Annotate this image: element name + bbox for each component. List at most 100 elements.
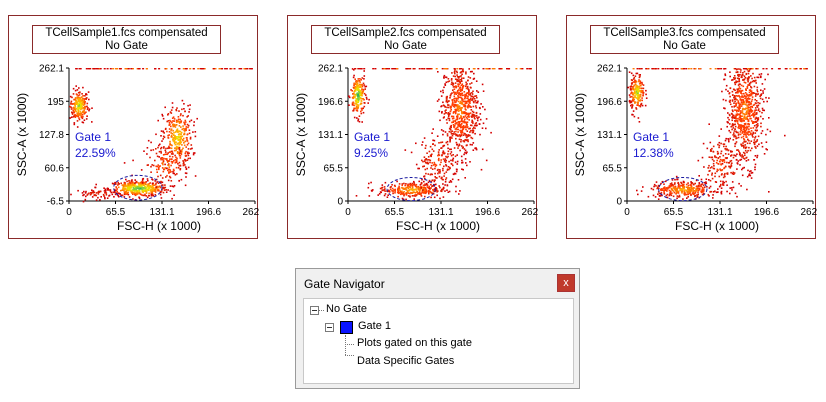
plot-title-line2: No Gate <box>663 40 706 52</box>
event-dot <box>753 80 756 83</box>
event-dot <box>647 68 650 70</box>
event-dot <box>631 88 633 90</box>
event-dot <box>162 138 164 140</box>
event-dot <box>449 136 451 139</box>
x-tick-label: 131.1 <box>707 207 732 218</box>
gate-ellipse[interactable] <box>386 176 436 202</box>
event-dot <box>173 125 176 128</box>
event-dot <box>663 193 666 195</box>
event-dot <box>464 108 467 110</box>
event-dot <box>181 144 183 146</box>
event-dot <box>445 76 448 79</box>
event-dot <box>746 107 748 110</box>
event-dot <box>438 171 440 173</box>
event-dot <box>751 96 754 98</box>
event-dot <box>422 165 424 168</box>
event-dot <box>746 142 749 145</box>
event-dot <box>95 183 97 186</box>
event-dot <box>83 108 85 110</box>
event-dot <box>458 87 461 89</box>
event-dot <box>717 157 719 159</box>
event-dot <box>99 190 101 193</box>
tree-item-data-specific-gates[interactable]: Data Specific Gates <box>357 355 455 367</box>
event-dot <box>172 168 175 171</box>
tree-item-plots-gated[interactable]: Plots gated on this gate <box>357 337 472 349</box>
event-dot <box>353 69 355 71</box>
event-dot <box>159 190 162 193</box>
event-dot <box>749 108 752 111</box>
event-dot <box>730 150 732 152</box>
event-dot <box>449 140 451 143</box>
event-dot <box>697 159 700 162</box>
plot-panel-1[interactable]: Gate 1 22.59% 262.1 195 127.8 60.6 -6.5 0 65.5 13… <box>8 15 259 239</box>
event-dot <box>176 143 178 145</box>
event-dot <box>451 163 453 165</box>
event-dot <box>417 192 419 194</box>
event-dot <box>114 68 117 70</box>
event-dot <box>464 94 467 96</box>
event-dot <box>639 87 641 89</box>
event-dot <box>356 83 359 85</box>
event-dot <box>144 194 146 197</box>
event-dot <box>400 191 402 193</box>
event-dot <box>476 96 478 99</box>
tree-item-no-gate[interactable]: No Gate <box>326 303 367 315</box>
collapse-icon[interactable] <box>325 323 334 332</box>
event-dot <box>454 97 456 100</box>
event-dot <box>715 191 718 194</box>
event-dot <box>451 99 454 102</box>
event-dot <box>452 75 455 77</box>
event-dot <box>148 192 150 195</box>
gate-ellipse[interactable] <box>113 174 163 201</box>
event-dot <box>92 68 95 70</box>
event-dot <box>363 98 365 101</box>
event-dot <box>436 194 438 197</box>
gate-ellipse[interactable] <box>658 176 708 202</box>
event-dot <box>731 113 733 115</box>
event-dot <box>156 165 159 168</box>
event-dot <box>465 87 468 90</box>
plot-panel-3[interactable]: Gate 1 12.38% 262.1 196.6 131.1 65.5 0 0 65.5 131… <box>566 15 817 239</box>
event-dot <box>168 160 171 162</box>
event-dot <box>756 90 759 93</box>
event-dot <box>122 188 125 191</box>
event-dot <box>124 68 127 70</box>
x-tick-label: 196.6 <box>196 207 221 218</box>
event-dot <box>76 126 79 128</box>
event-dot <box>747 97 750 99</box>
event-dot <box>712 145 715 148</box>
event-dot <box>465 85 467 88</box>
event-dot <box>409 183 411 185</box>
event-dot <box>741 89 744 92</box>
event-dot <box>715 156 717 159</box>
event-dot <box>423 175 425 178</box>
event-dot <box>469 127 471 130</box>
event-dot <box>413 182 415 184</box>
event-dot <box>175 136 178 138</box>
event-dot <box>744 123 747 126</box>
tree-item-gate-1[interactable]: Gate 1 <box>358 320 392 332</box>
event-dot <box>405 193 408 195</box>
event-dot <box>657 193 659 195</box>
event-dot <box>176 128 179 130</box>
event-dot <box>178 148 181 151</box>
event-dot <box>739 114 742 117</box>
event-dot <box>127 187 129 189</box>
event-dot <box>454 92 457 94</box>
collapse-icon[interactable] <box>310 306 319 315</box>
event-dot <box>471 95 474 98</box>
event-dot <box>148 194 150 197</box>
event-dot <box>733 102 735 104</box>
event-dot <box>172 161 174 163</box>
event-dot <box>753 143 756 146</box>
event-dot <box>363 92 366 95</box>
event-dot <box>726 121 729 123</box>
event-dot <box>109 189 112 191</box>
event-dot <box>455 97 458 100</box>
close-button[interactable]: x <box>557 274 575 292</box>
event-dot <box>171 151 174 154</box>
event-dot <box>360 86 362 88</box>
plot-panel-2[interactable]: Gate 1 9.25% 262.1 196.6 131.1 65.5 0 0 65.5 131.… <box>287 15 538 239</box>
event-dot <box>87 107 89 109</box>
event-dot <box>631 107 633 109</box>
